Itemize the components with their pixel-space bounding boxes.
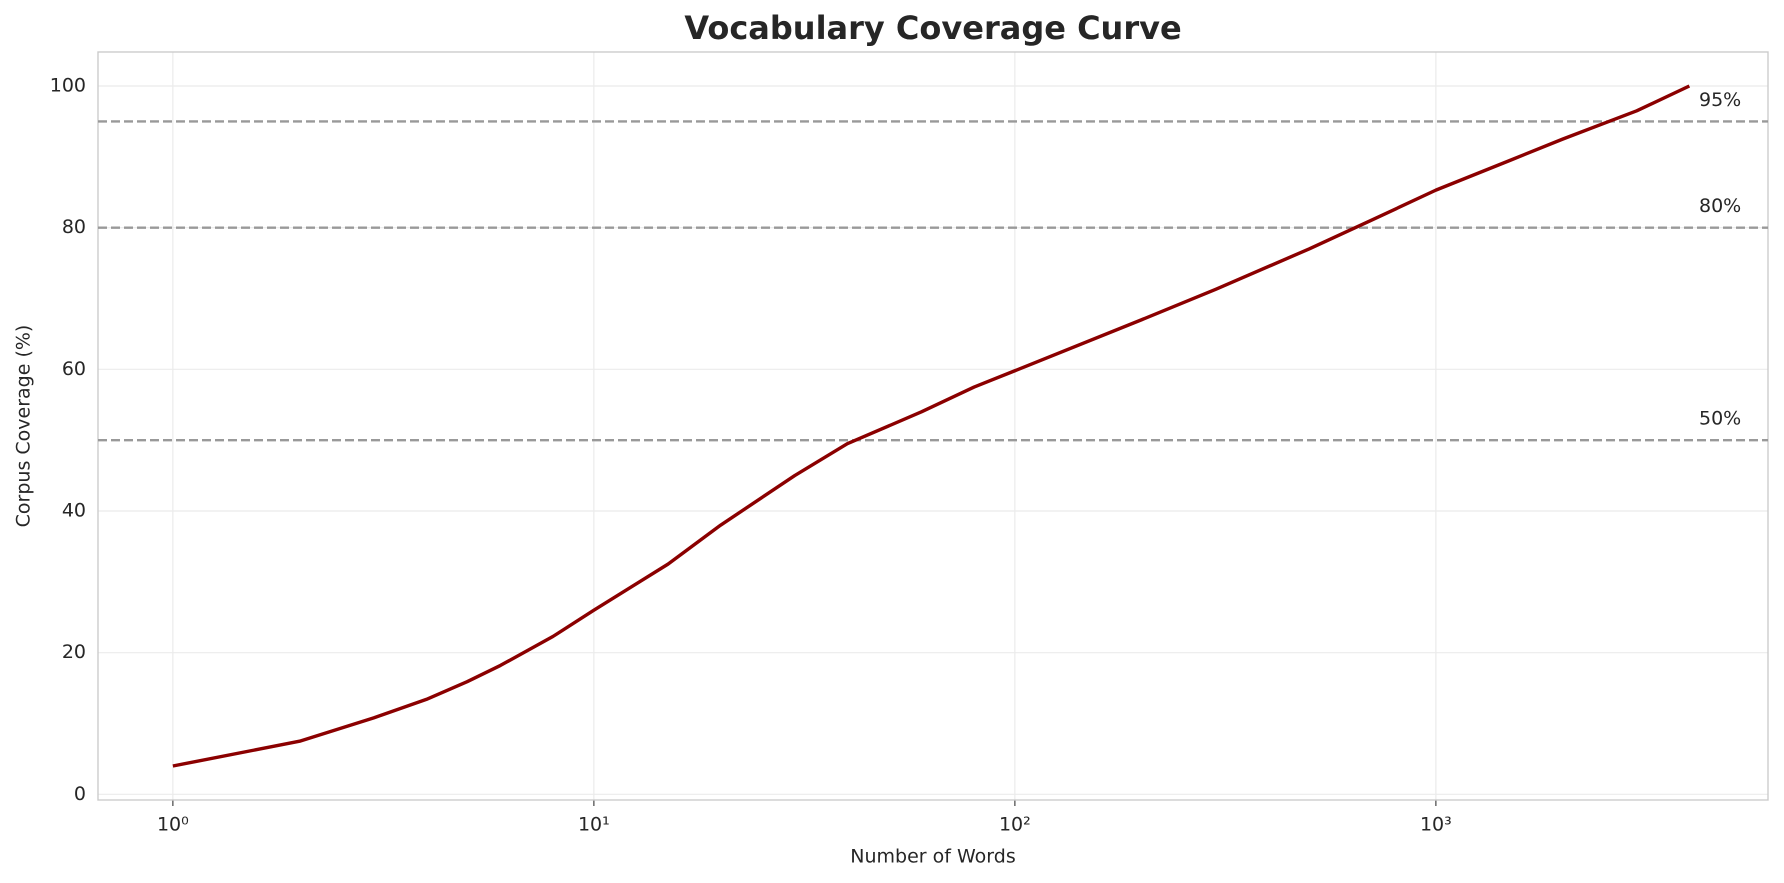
reference-label: 95% <box>1699 89 1741 111</box>
y-tick-label: 0 <box>74 783 86 805</box>
reference-label: 80% <box>1699 195 1741 217</box>
y-tick-label: 100 <box>50 75 86 97</box>
x-tick-label: 10⁰ <box>157 814 189 836</box>
reference-label: 50% <box>1699 408 1741 430</box>
y-tick-label: 40 <box>62 500 86 522</box>
x-axis-label: Number of Words <box>850 846 1015 868</box>
x-tick-label: 10¹ <box>578 814 610 836</box>
plot-frame <box>97 51 1769 801</box>
chart-title: Vocabulary Coverage Curve <box>684 9 1181 47</box>
coverage-line <box>172 84 1691 768</box>
y-tick-label: 20 <box>62 641 86 663</box>
y-axis-label: Corpus Coverage (%) <box>13 325 35 528</box>
y-tick-label: 60 <box>62 358 86 380</box>
y-tick-label: 80 <box>62 216 86 238</box>
x-tick-label: 10² <box>999 814 1031 836</box>
x-tick-label: 10³ <box>1420 814 1452 836</box>
